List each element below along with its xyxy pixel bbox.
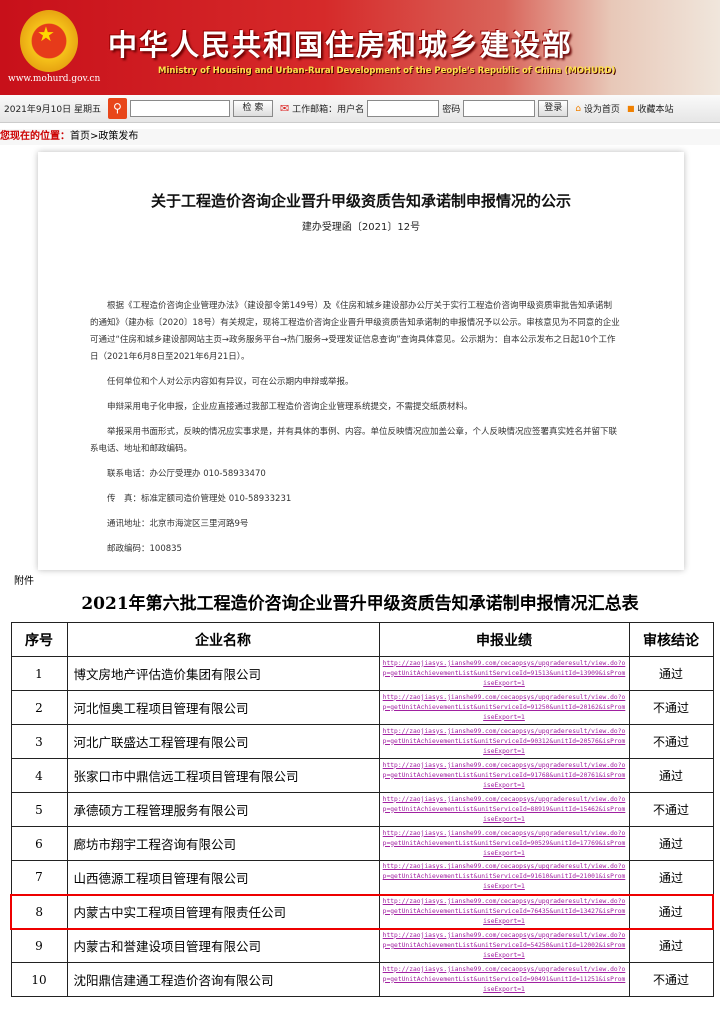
achievement-link[interactable]: http://zaojiasys.jianshe99.com/cecaopsys… [378,724,630,759]
review-result: 通过 [628,758,714,793]
breadcrumb-path[interactable]: 首页>政策发布 [70,131,139,142]
paragraph: 根据《工程造价咨询企业管理办法》（建设部令第149号）及《住房和城乡建设部办公厅… [90,301,620,362]
search-input[interactable] [129,100,230,117]
notice-document: 关于工程造价咨询企业晋升甲级资质告知承诺制申报情况的公示 建办受理函〔2021〕… [38,152,684,570]
table-row: 9 内蒙古和誉建设项目管理有限公司 http://zaojiasys.jianshe… [10,928,714,963]
bookmark-icon: ■ [626,104,635,113]
summary-title: 2021年第六批工程造价咨询企业晋升甲级资质告知承诺制申报情况汇总表 [81,594,639,614]
site-title: 中华人民共和国住房和城乡建设部 [108,28,574,62]
row-number: 2 [10,690,68,725]
review-result: 通过 [628,656,714,691]
achievement-link[interactable]: http://zaojiasys.jianshe99.com/cecaopsys… [378,962,630,997]
mail-username-label: 工作邮箱：用户名 [292,105,365,115]
table-row: 3 河北广联盛达工程管理有限公司 http://zaojiasys.jianshe9… [10,724,714,759]
achievement-link[interactable]: http://zaojiasys.jianshe99.com/cecaopsys… [378,928,630,963]
paragraph: 任何单位和个人对公示内容如有异议，可在公示期内申辩或举报。 [107,377,354,387]
toolbar: 2021年9月10日 星期五 ⚲ 检 索 ✉ 工作邮箱：用户名 密码 登录 ⌂ … [0,95,720,123]
row-number: 8 [10,893,68,930]
row-number: 7 [10,860,68,895]
table-row: 5 承德硕方工程管理服务有限公司 http://zaojiasys.jianshe9… [10,792,714,827]
row-number: 4 [10,758,68,793]
document-body: 根据《工程造价咨询企业管理办法》（建设部令第149号）及《住房和城乡建设部办公厅… [90,298,620,566]
breadcrumb-label: 您现在的位置： [0,131,70,142]
home-icon: ⌂ [575,103,581,114]
paragraph: 举报采用书面形式，反映的情况应实事求是，并有具体的事例、内容。单位反映情况应加盖… [90,427,618,454]
document-title: 关于工程造价咨询企业晋升甲级资质告知承诺制申报情况的公示 [150,192,571,210]
national-emblem-icon: ★ [20,10,78,72]
paragraph: 申辩采用电子化申报，企业应直接通过我部工程造价咨询企业管理系统提交，不需提交纸质… [107,402,473,412]
company-name: 内蒙古中实工程项目管理有限责任公司 [66,893,380,930]
site-url: www.mohurd.gov.cn [8,74,101,84]
bookmark-link[interactable]: 收藏本站 [637,105,674,115]
set-homepage-link[interactable]: 设为首页 [583,105,620,115]
achievement-link[interactable]: http://zaojiasys.jianshe99.com/cecaopsys… [378,690,630,725]
username-input[interactable] [367,100,440,117]
achievement-link[interactable]: http://zaojiasys.jianshe99.com/cecaopsys… [378,826,630,861]
header-no: 序号 [10,622,68,657]
password-input[interactable] [463,100,536,117]
contact-fax: 传 真：标准定额司造价管理处 010-58933231 [107,494,292,504]
site-header: ★ www.mohurd.gov.cn 中华人民共和国住房和城乡建设部 Mini… [0,0,720,95]
achievement-link[interactable]: http://zaojiasys.jianshe99.com/cecaopsys… [378,758,630,793]
header-result: 审核结论 [628,622,714,657]
login-button[interactable]: 登录 [538,100,569,117]
row-number: 5 [10,792,68,827]
row-number: 10 [10,962,68,997]
search-button[interactable]: 检 索 [232,100,273,117]
header-achievement: 申报业绩 [378,622,630,657]
company-name: 廊坊市翔宇工程咨询有限公司 [66,826,380,861]
search-icon[interactable]: ⚲ [107,98,127,119]
document-number: 建办受理函〔2021〕12号 [301,222,421,233]
site-subtitle: Ministry of Housing and Urban-Rural Deve… [158,66,616,76]
achievement-link[interactable]: http://zaojiasys.jianshe99.com/cecaopsys… [378,860,630,895]
table-row: 2 河北恒奥工程项目管理有限公司 http://zaojiasys.jianshe9… [10,690,714,725]
company-name: 河北恒奥工程项目管理有限公司 [66,690,380,725]
company-name: 博文房地产评估造价集团有限公司 [66,656,380,691]
date: 2021年9月10日 星期五 [4,105,101,115]
header-company: 企业名称 [66,622,380,657]
achievement-link[interactable]: http://zaojiasys.jianshe99.com/cecaopsys… [378,792,630,827]
row-number: 1 [10,656,68,691]
contact-postcode: 邮政编码：100835 [107,544,182,554]
table-row: 1 博文房地产评估造价集团有限公司 http://zaojiasys.jianshe… [10,656,714,691]
row-number: 6 [10,826,68,861]
review-result: 通过 [628,928,714,963]
contact-phone: 联系电话：办公厅受理办 010-58933470 [107,469,266,479]
row-number: 9 [10,928,68,963]
company-name: 张家口市中鼎信远工程项目管理有限公司 [66,758,380,793]
company-name: 山西德源工程项目管理有限公司 [66,860,380,895]
company-name: 承德硕方工程管理服务有限公司 [66,792,380,827]
contact-address: 通讯地址：北京市海淀区三里河路9号 [107,519,249,529]
review-result: 通过 [628,893,714,930]
review-result: 不通过 [628,962,714,997]
table-row: 8 内蒙古中实工程项目管理有限责任公司 http://zaojiasys.jians… [10,893,714,930]
review-result: 通过 [628,826,714,861]
row-number: 3 [10,724,68,759]
company-name: 沈阳鼎信建通工程造价咨询有限公司 [66,962,380,997]
attachment-label: 附件 [14,576,34,587]
review-result: 不通过 [628,690,714,725]
company-name: 内蒙古和誉建设项目管理有限公司 [66,928,380,963]
company-name: 河北广联盛达工程管理有限公司 [66,724,380,759]
achievement-link[interactable]: http://zaojiasys.jianshe99.com/cecaopsys… [378,893,630,930]
achievement-link[interactable]: http://zaojiasys.jianshe99.com/cecaopsys… [378,656,630,691]
table-header-row: 序号 企业名称 申报业绩 审核结论 [10,622,714,657]
table-row: 4 张家口市中鼎信远工程项目管理有限公司 http://zaojiasys.jian… [10,758,714,793]
table-row: 7 山西德源工程项目管理有限公司 http://zaojiasys.jianshe9… [10,860,714,895]
review-result: 不通过 [628,724,714,759]
summary-table: 序号 企业名称 申报业绩 审核结论 1 博文房地产评估造价集团有限公司 http:/… [10,622,714,997]
review-result: 不通过 [628,792,714,827]
review-result: 通过 [628,860,714,895]
breadcrumb: 您现在的位置：首页>政策发布 [0,129,720,145]
table-row: 10 沈阳鼎信建通工程造价咨询有限公司 http://zaojiasys.jians… [10,962,714,997]
table-row: 6 廊坊市翔宇工程咨询有限公司 http://zaojiasys.jianshe99… [10,826,714,861]
password-label: 密码 [442,105,461,115]
mail-icon: ✉ [279,102,290,115]
